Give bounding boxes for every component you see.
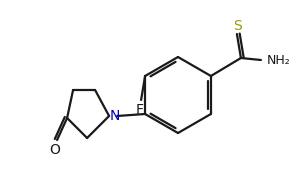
Text: O: O bbox=[50, 143, 60, 157]
Text: NH₂: NH₂ bbox=[267, 54, 291, 67]
Text: N: N bbox=[110, 109, 120, 123]
Text: F: F bbox=[136, 103, 144, 117]
Text: S: S bbox=[234, 19, 242, 33]
